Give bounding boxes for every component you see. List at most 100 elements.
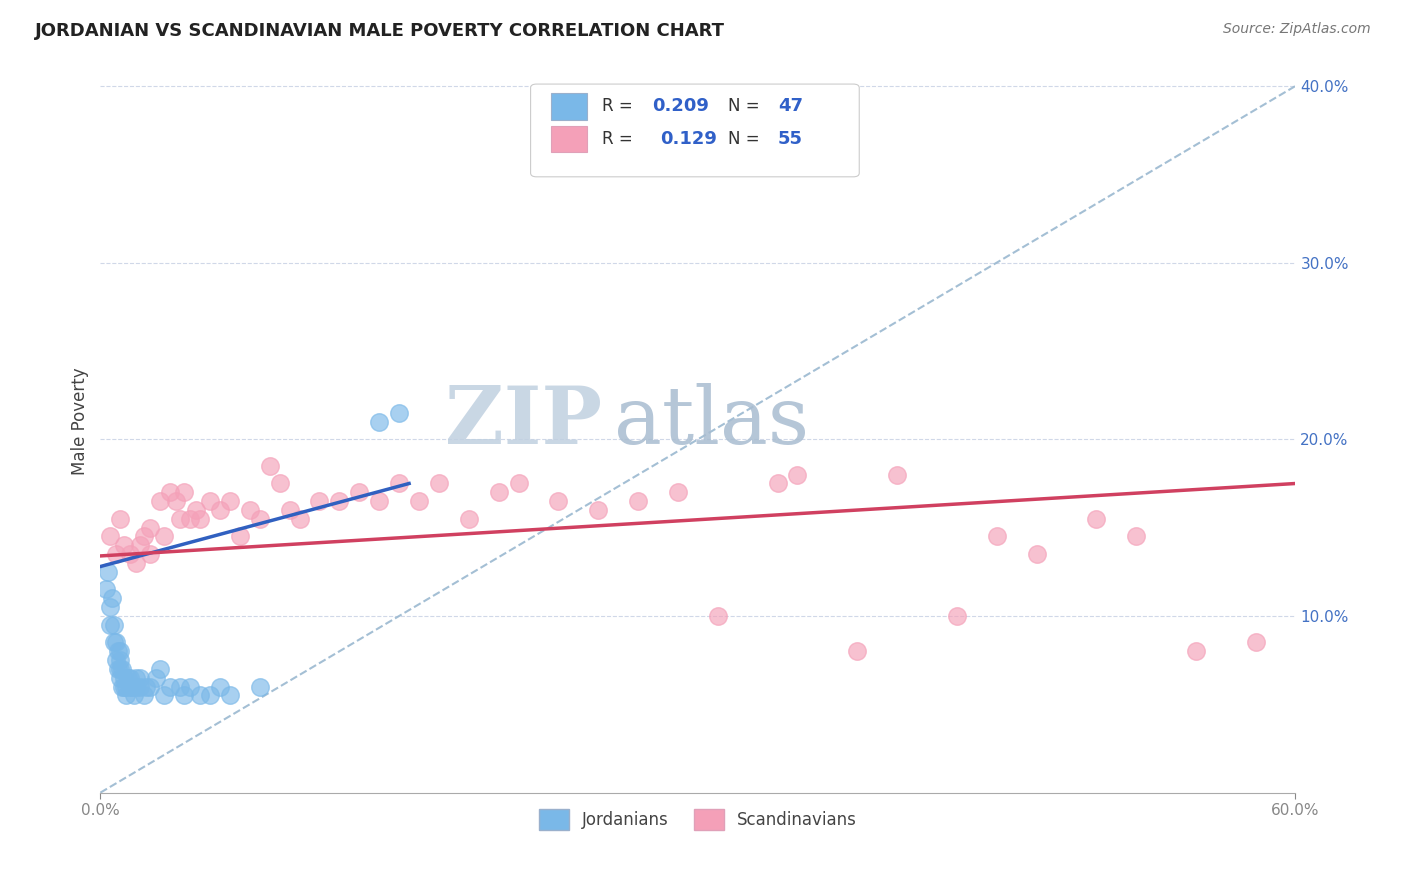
- Point: [169, 680, 191, 694]
- Point: [1085, 512, 1108, 526]
- Point: [134, 689, 156, 703]
- Point: [103, 617, 125, 632]
- Point: [986, 529, 1008, 543]
- Point: [786, 467, 808, 482]
- Point: [125, 680, 148, 694]
- Point: [139, 521, 162, 535]
- Point: [105, 635, 128, 649]
- Point: [112, 680, 135, 694]
- Point: [388, 476, 411, 491]
- Point: [218, 689, 240, 703]
- Point: [666, 485, 689, 500]
- Text: R =: R =: [602, 97, 638, 115]
- Point: [169, 512, 191, 526]
- Point: [1244, 635, 1267, 649]
- Point: [159, 485, 181, 500]
- Text: 47: 47: [778, 97, 803, 115]
- Text: 0.209: 0.209: [652, 97, 710, 115]
- Point: [349, 485, 371, 500]
- Point: [288, 512, 311, 526]
- Point: [101, 591, 124, 606]
- Text: N =: N =: [728, 130, 765, 148]
- Text: 55: 55: [778, 130, 803, 148]
- Point: [107, 644, 129, 658]
- Point: [179, 680, 201, 694]
- Point: [184, 503, 207, 517]
- Text: JORDANIAN VS SCANDINAVIAN MALE POVERTY CORRELATION CHART: JORDANIAN VS SCANDINAVIAN MALE POVERTY C…: [35, 22, 725, 40]
- Text: atlas: atlas: [614, 383, 810, 460]
- Point: [111, 662, 134, 676]
- Point: [139, 547, 162, 561]
- Point: [278, 503, 301, 517]
- Point: [110, 662, 132, 676]
- Point: [457, 512, 479, 526]
- Point: [308, 494, 330, 508]
- Point: [112, 671, 135, 685]
- Point: [125, 671, 148, 685]
- Point: [98, 529, 121, 543]
- Point: [408, 494, 430, 508]
- Point: [208, 503, 231, 517]
- Point: [173, 485, 195, 500]
- Point: [1025, 547, 1047, 561]
- Point: [328, 494, 350, 508]
- Point: [153, 689, 176, 703]
- Point: [198, 494, 221, 508]
- Point: [107, 662, 129, 676]
- Point: [110, 653, 132, 667]
- Point: [105, 547, 128, 561]
- Point: [139, 680, 162, 694]
- Point: [508, 476, 530, 491]
- Point: [218, 494, 240, 508]
- Point: [846, 644, 869, 658]
- Point: [1125, 529, 1147, 543]
- Point: [110, 512, 132, 526]
- Point: [368, 415, 391, 429]
- Point: [159, 680, 181, 694]
- Point: [111, 680, 134, 694]
- Point: [165, 494, 187, 508]
- Point: [125, 556, 148, 570]
- Point: [588, 503, 610, 517]
- Point: [1185, 644, 1208, 658]
- Point: [269, 476, 291, 491]
- Point: [135, 680, 157, 694]
- Point: [547, 494, 569, 508]
- Point: [110, 671, 132, 685]
- Point: [198, 689, 221, 703]
- Point: [145, 671, 167, 685]
- Text: 0.129: 0.129: [659, 130, 717, 148]
- Point: [229, 529, 252, 543]
- Point: [110, 644, 132, 658]
- Point: [120, 680, 142, 694]
- Point: [627, 494, 650, 508]
- Y-axis label: Male Poverty: Male Poverty: [72, 368, 89, 475]
- FancyBboxPatch shape: [551, 126, 586, 153]
- Point: [105, 653, 128, 667]
- FancyBboxPatch shape: [551, 93, 586, 120]
- Point: [129, 538, 152, 552]
- Point: [427, 476, 450, 491]
- Point: [488, 485, 510, 500]
- Point: [117, 671, 139, 685]
- Point: [98, 600, 121, 615]
- Point: [249, 512, 271, 526]
- Point: [368, 494, 391, 508]
- Point: [179, 512, 201, 526]
- Point: [115, 680, 138, 694]
- Point: [153, 529, 176, 543]
- Point: [112, 538, 135, 552]
- Text: Source: ZipAtlas.com: Source: ZipAtlas.com: [1223, 22, 1371, 37]
- Point: [149, 662, 172, 676]
- Point: [208, 680, 231, 694]
- Text: N =: N =: [728, 97, 765, 115]
- Point: [115, 689, 138, 703]
- Point: [121, 680, 143, 694]
- Point: [388, 406, 411, 420]
- Point: [259, 458, 281, 473]
- Point: [946, 609, 969, 624]
- Point: [707, 609, 730, 624]
- Point: [120, 671, 142, 685]
- Point: [129, 680, 152, 694]
- Point: [188, 689, 211, 703]
